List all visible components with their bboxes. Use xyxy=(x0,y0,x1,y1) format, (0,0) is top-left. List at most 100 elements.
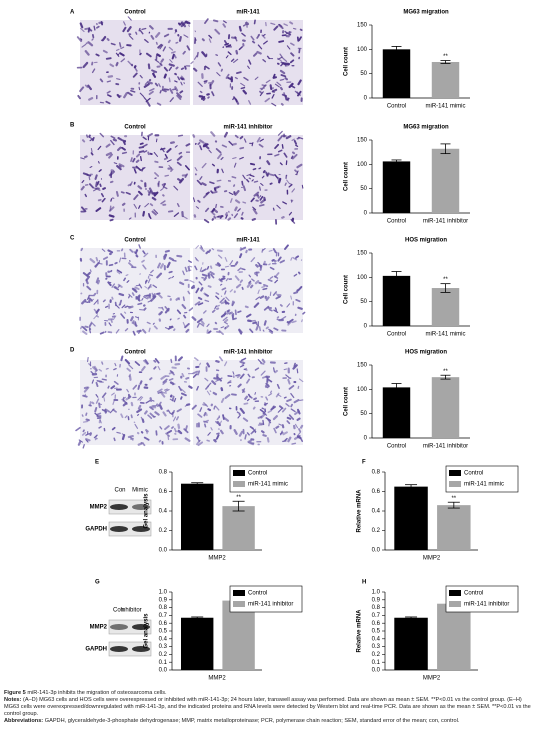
cell-speck xyxy=(203,310,207,314)
bar xyxy=(431,288,460,326)
cell-speck xyxy=(120,413,124,419)
y-tick-label: 0.2 xyxy=(372,652,381,658)
cell-speck xyxy=(116,271,121,275)
cell-speck xyxy=(177,423,181,430)
cell-speck xyxy=(203,218,210,224)
cell-speck xyxy=(239,373,245,379)
error-bar xyxy=(440,374,451,380)
cell-speck xyxy=(160,200,166,205)
cell-speck xyxy=(197,302,204,306)
cell-speck xyxy=(170,141,175,144)
bar xyxy=(382,387,411,438)
cell-speck xyxy=(93,365,98,372)
cell-speck xyxy=(132,167,136,170)
cell-speck xyxy=(216,179,222,182)
cell-speck xyxy=(228,192,234,195)
cell-speck xyxy=(247,373,251,378)
cell-speck xyxy=(241,268,246,271)
cell-speck xyxy=(282,431,288,436)
cell-speck xyxy=(199,246,205,253)
image-label: Control xyxy=(124,10,146,16)
cell-speck xyxy=(167,39,171,44)
cell-speck xyxy=(279,304,283,307)
cell-speck xyxy=(291,153,298,160)
cell-speck xyxy=(160,375,166,380)
cell-speck xyxy=(96,412,102,416)
cell-speck xyxy=(267,418,272,424)
cell-speck xyxy=(277,177,281,183)
cell-speck xyxy=(199,362,201,366)
cell-speck xyxy=(82,61,89,69)
cell-speck xyxy=(179,281,185,286)
cell-speck xyxy=(265,296,270,301)
cell-speck xyxy=(294,169,298,173)
bar xyxy=(437,505,471,550)
cell-speck xyxy=(262,375,268,379)
cell-speck xyxy=(266,55,270,60)
cell-speck xyxy=(207,285,212,288)
cell-speck xyxy=(157,180,160,186)
bar xyxy=(437,603,471,670)
cell-speck xyxy=(160,58,165,63)
cell-speck xyxy=(144,286,148,289)
cell-speck xyxy=(213,439,217,443)
cell-speck xyxy=(207,330,212,334)
cell-speck xyxy=(280,430,283,436)
blot-band xyxy=(132,526,150,532)
cell-speck xyxy=(193,55,198,60)
x-tick-label: Control xyxy=(387,332,406,338)
cell-speck xyxy=(89,138,94,142)
cell-speck xyxy=(159,263,165,269)
cell-speck xyxy=(111,426,116,431)
cell-speck xyxy=(91,401,95,405)
cell-speck xyxy=(197,141,201,146)
cell-speck xyxy=(248,177,252,180)
legend-swatch xyxy=(233,601,245,607)
cell-speck xyxy=(281,315,287,320)
cell-speck xyxy=(268,308,273,312)
cell-speck xyxy=(122,399,128,405)
cell-speck xyxy=(299,399,304,402)
cell-speck xyxy=(288,318,294,323)
cell-speck xyxy=(243,368,248,371)
cell-speck xyxy=(154,172,160,177)
bar xyxy=(431,377,460,438)
cell-speck xyxy=(135,31,138,35)
cell-speck xyxy=(90,148,93,153)
cell-speck xyxy=(134,249,139,254)
cell-speck xyxy=(201,273,208,277)
cell-speck xyxy=(121,433,126,441)
cell-speck xyxy=(182,50,186,55)
cell-speck xyxy=(211,207,216,213)
cell-speck xyxy=(182,296,185,302)
cell-speck xyxy=(214,405,220,411)
cell-speck xyxy=(169,88,174,94)
cell-speck xyxy=(202,403,207,407)
cell-speck xyxy=(159,89,162,94)
cell-speck xyxy=(188,385,193,389)
cell-speck xyxy=(76,36,83,43)
cell-speck xyxy=(154,82,159,87)
caption-title-line: Figure 5 miR-141-3p inhibits the migrati… xyxy=(4,690,535,697)
cell-speck xyxy=(164,388,168,391)
cell-speck xyxy=(180,81,183,86)
cell-speck xyxy=(258,143,264,148)
cell-speck xyxy=(82,394,88,398)
cell-speck xyxy=(261,34,266,39)
cell-speck xyxy=(187,290,191,295)
cell-speck xyxy=(184,165,190,171)
y-tick-label: 1.0 xyxy=(159,590,168,596)
cell-speck xyxy=(148,327,151,333)
cell-speck xyxy=(114,261,118,265)
cell-speck xyxy=(82,429,85,433)
cell-speck xyxy=(240,82,246,87)
cell-speck xyxy=(111,296,114,300)
cell-speck xyxy=(201,51,207,58)
cell-speck xyxy=(96,25,100,29)
cell-speck xyxy=(295,298,301,303)
cell-speck xyxy=(220,301,226,305)
blot-band xyxy=(110,504,128,510)
x-tick-label: MMP2 xyxy=(423,676,441,682)
cell-speck xyxy=(290,403,293,408)
cell-speck xyxy=(177,76,181,81)
